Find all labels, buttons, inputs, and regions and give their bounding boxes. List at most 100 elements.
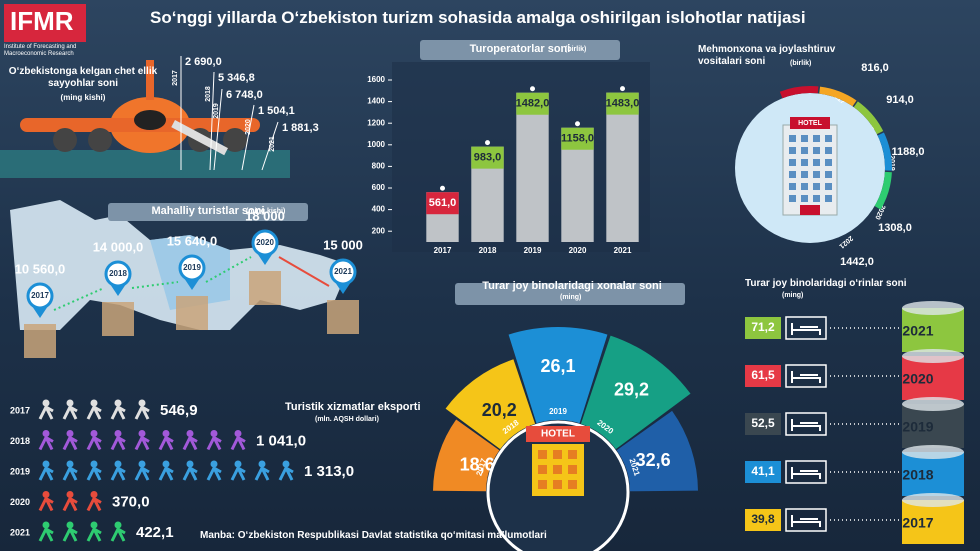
ground [0, 150, 290, 178]
cylinder [902, 500, 964, 544]
year-label: 2020 [10, 497, 30, 507]
person-icon [66, 521, 74, 529]
person-icon [62, 495, 78, 512]
chart-unit: (birlik) [565, 46, 587, 53]
value-box [745, 365, 781, 387]
section-unit: (mln. AQSH dollari) [315, 416, 379, 423]
window [801, 171, 808, 178]
x-tick-label: 2017 [434, 246, 452, 255]
window [553, 450, 562, 459]
value-label: 10 560,0 [15, 261, 66, 276]
person-icon [62, 403, 78, 420]
x-tick-label: 2020 [569, 246, 587, 255]
page-title: So‘nggi yillarda O‘zbekiston turizm soha… [150, 8, 806, 27]
value-label-box [426, 192, 459, 215]
person-icon [90, 430, 98, 437]
bed-icon [785, 460, 827, 484]
bar [516, 92, 549, 242]
window [813, 183, 820, 190]
y-tick-label: 400 [372, 205, 386, 214]
year-label: 2017 [10, 405, 30, 415]
year-label: 2019 [549, 407, 567, 416]
fan-segment [433, 419, 500, 492]
window [801, 159, 808, 166]
person-icon [114, 521, 122, 529]
value-label-box [606, 92, 639, 115]
value-label: 1 313,0 [304, 463, 354, 480]
ring-segment [779, 85, 819, 99]
value-label: 71,2 [751, 320, 775, 334]
value-label: 816,0 [861, 62, 889, 74]
section-unit: (ming) [782, 292, 804, 299]
bed-icon [791, 467, 821, 479]
window [825, 159, 832, 166]
year-label: 2017 [902, 515, 933, 531]
person-icon [66, 491, 74, 498]
window [568, 450, 577, 459]
ring-segment [877, 132, 892, 171]
building [176, 296, 208, 330]
pin [251, 229, 279, 257]
section-title: O‘zbekistonga kelgan chet ellik sayyohla… [8, 66, 158, 89]
window [568, 480, 577, 489]
value-label: 15 640,0 [167, 233, 218, 248]
value-label: 18 000 [245, 208, 285, 223]
person-icon [182, 464, 198, 481]
person-icon [66, 399, 74, 407]
y-tick-label: 1200 [367, 118, 385, 127]
window [553, 465, 562, 474]
person-icon [210, 460, 218, 468]
value-label: 1482,0 [516, 98, 550, 110]
bar-dot [440, 185, 445, 191]
bed-icon [791, 323, 821, 335]
section-unit: (birlik) [790, 60, 812, 67]
y-tick-label: 1000 [367, 140, 385, 149]
bed-icon [785, 364, 827, 388]
x-tick-label: 2019 [524, 246, 542, 255]
value-label: 2 690,0 [185, 56, 222, 68]
person-icon [66, 460, 74, 468]
title-banner [455, 283, 685, 305]
window [813, 159, 820, 166]
value-label: 983,0 [474, 152, 502, 164]
bed-icon [785, 412, 827, 436]
person-icon [38, 464, 54, 481]
year-label: 2021 [334, 267, 352, 276]
year-label: 2018 [902, 467, 933, 483]
person-icon [38, 434, 54, 451]
leader-line [213, 88, 223, 171]
window [825, 147, 832, 154]
person-icon [86, 525, 102, 542]
leader-line [261, 121, 279, 171]
window [813, 195, 820, 202]
window [825, 183, 832, 190]
value-box [745, 461, 781, 483]
value-label: 5 346,8 [218, 72, 255, 84]
cylinder [902, 356, 964, 400]
trend-arrow [205, 256, 252, 283]
person-icon [38, 403, 54, 420]
person-icon [110, 525, 126, 542]
bed-icon [791, 419, 821, 431]
value-box [745, 509, 781, 531]
person-icon [86, 403, 102, 420]
title-banner [420, 40, 620, 60]
person-icon [230, 434, 246, 451]
year-label: 2018 [109, 269, 127, 278]
person-icon [162, 460, 170, 468]
year-label: 2020 [245, 119, 252, 135]
pin [335, 282, 351, 294]
window [813, 171, 820, 178]
window [553, 480, 562, 489]
value-label: 561,0 [429, 197, 457, 209]
person-icon [186, 460, 194, 468]
value-label: 1158,0 [561, 133, 594, 145]
person-icon [162, 430, 170, 437]
person-icon [158, 464, 174, 481]
window [789, 147, 796, 154]
person-icon [254, 464, 270, 481]
window [538, 465, 547, 474]
person-icon [282, 460, 290, 468]
bar-dot [530, 86, 535, 92]
